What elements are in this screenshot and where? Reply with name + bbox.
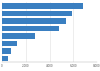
Bar xyxy=(2,3,83,9)
Bar xyxy=(2,33,35,39)
Bar xyxy=(2,26,59,31)
Bar xyxy=(2,18,66,24)
Bar xyxy=(2,56,8,61)
Bar xyxy=(2,41,17,46)
Bar xyxy=(2,48,11,54)
Bar xyxy=(2,11,72,16)
